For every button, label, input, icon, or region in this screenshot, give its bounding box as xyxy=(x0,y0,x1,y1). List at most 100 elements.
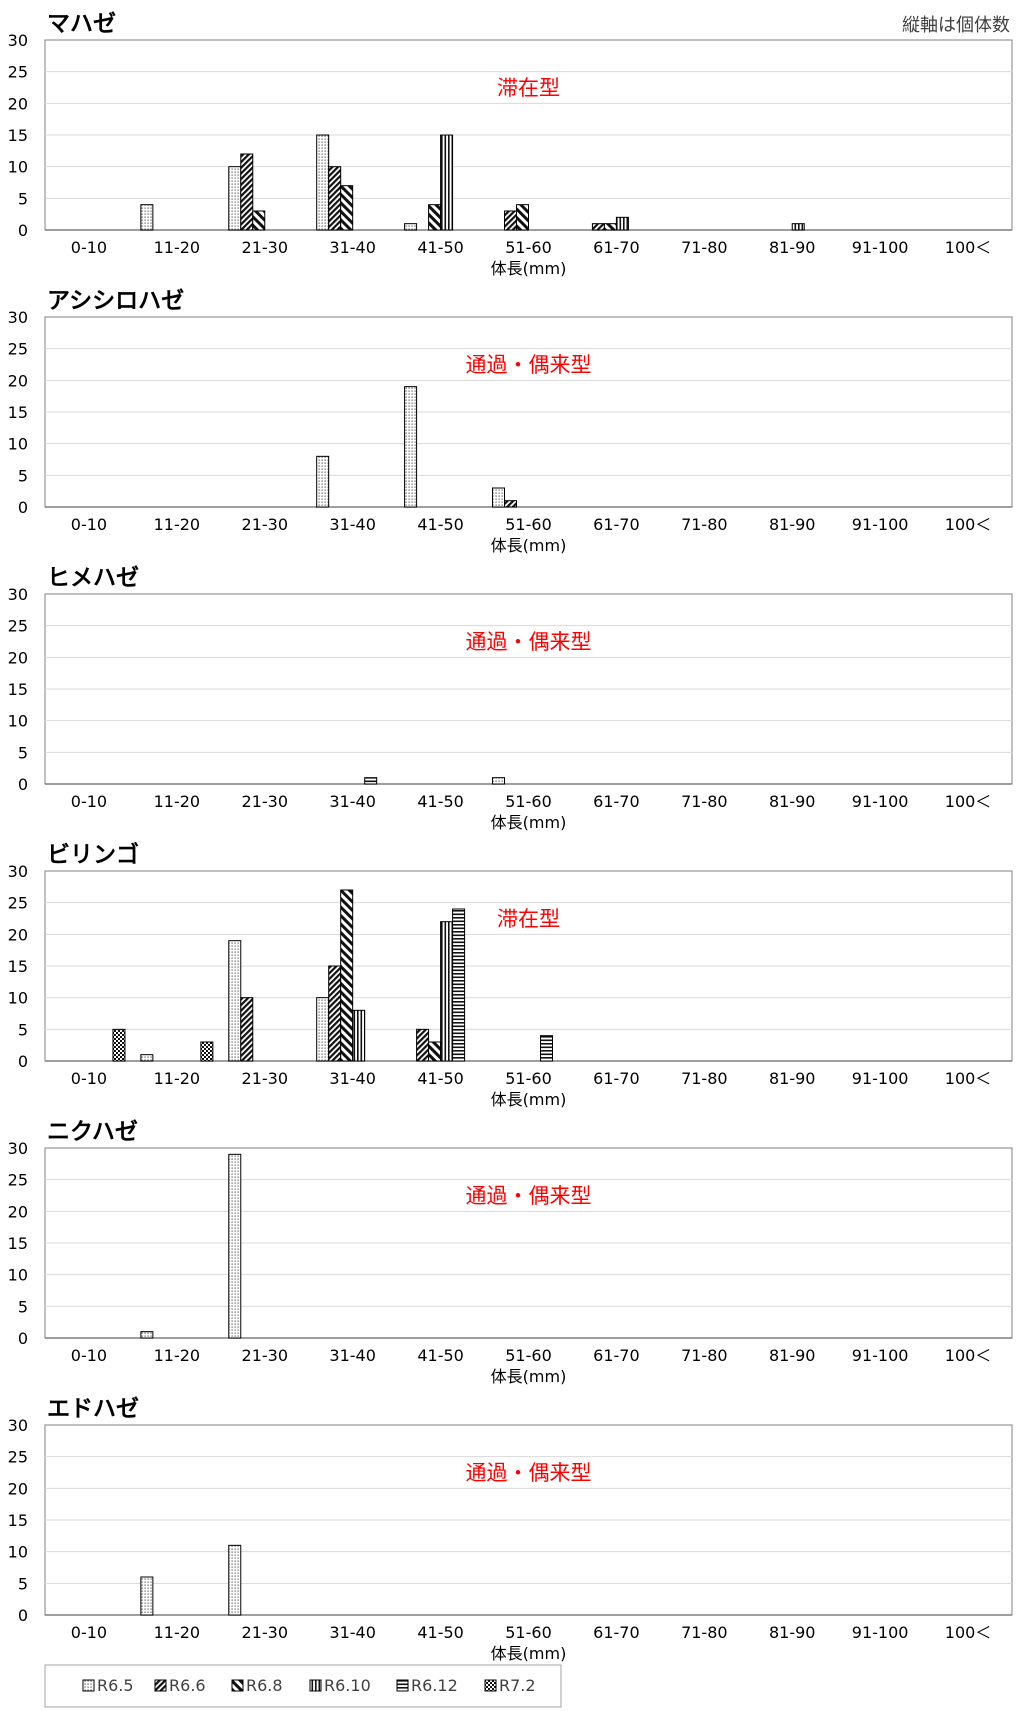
bar xyxy=(404,386,418,508)
y-tick-label: 25 xyxy=(8,63,28,82)
x-tick-label: 71-80 xyxy=(681,515,728,534)
bar xyxy=(140,1576,154,1616)
y-tick-label: 25 xyxy=(8,1448,28,1467)
bar xyxy=(328,965,342,1062)
x-tick-label: 0-10 xyxy=(71,1069,107,1088)
y-tick-label: 5 xyxy=(18,1574,28,1593)
x-tick-label: 41-50 xyxy=(417,792,464,811)
y-tick-label: 0 xyxy=(18,775,28,794)
x-tick-label: 61-70 xyxy=(593,1346,640,1365)
bar xyxy=(364,777,378,785)
y-tick-label: 15 xyxy=(8,957,28,976)
bar xyxy=(228,166,242,231)
x-tick-label: 100＜ xyxy=(945,1623,992,1642)
x-tick-label: 51-60 xyxy=(505,1069,552,1088)
x-tick-label: 91-100 xyxy=(852,1623,909,1642)
y-tick-label: 20 xyxy=(8,925,28,944)
legend-label: R6.8 xyxy=(246,1676,283,1695)
x-tick-label: 71-80 xyxy=(681,1069,728,1088)
legend-label: R6.5 xyxy=(97,1676,134,1695)
bar xyxy=(452,908,466,1062)
x-axis-label: 体長(mm) xyxy=(491,1367,567,1386)
x-tick-label: 41-50 xyxy=(417,1346,464,1365)
chart-title: マハゼ xyxy=(47,11,116,37)
x-tick-label: 61-70 xyxy=(593,1069,640,1088)
legend-box xyxy=(44,1664,562,1708)
x-axis-label: 体長(mm) xyxy=(491,813,567,832)
bar xyxy=(140,204,154,231)
x-tick-label: 11-20 xyxy=(154,1346,201,1365)
bar xyxy=(504,500,517,508)
y-tick-label: 5 xyxy=(18,743,28,762)
x-tick-label: 91-100 xyxy=(852,238,909,257)
x-tick-label: 21-30 xyxy=(242,1346,289,1365)
x-tick-label: 11-20 xyxy=(154,1623,201,1642)
y-tick-label: 0 xyxy=(18,1606,28,1625)
chart-panel: ビリンゴ 0 5 10 15 20 25 30 0-10 11-20 21-30 31-40 41-50… xyxy=(8,841,1013,1109)
bar xyxy=(540,1035,553,1062)
x-tick-label: 81-90 xyxy=(769,1069,816,1088)
bar xyxy=(240,997,254,1062)
y-tick-label: 5 xyxy=(18,466,28,485)
x-tick-label: 71-80 xyxy=(681,1346,728,1365)
bar xyxy=(428,1041,442,1062)
x-tick-label: 41-50 xyxy=(417,1069,464,1088)
bar xyxy=(316,134,330,231)
legend-swatch xyxy=(309,1679,322,1692)
chart-title: ニクハゼ xyxy=(47,1119,138,1145)
y-tick-label: 30 xyxy=(8,862,28,881)
y-tick-label: 10 xyxy=(8,435,28,454)
bar xyxy=(492,777,505,785)
axis-note: 縦軸は個体数 xyxy=(902,15,1010,36)
x-tick-label: 0-10 xyxy=(71,1623,107,1642)
y-tick-label: 25 xyxy=(8,617,28,636)
x-tick-label: 31-40 xyxy=(329,1069,376,1088)
x-tick-label: 31-40 xyxy=(329,792,376,811)
y-tick-label: 20 xyxy=(8,371,28,390)
legend-swatch xyxy=(154,1679,167,1692)
bar xyxy=(228,1544,242,1616)
y-tick-label: 10 xyxy=(8,989,28,1008)
bar xyxy=(228,1153,242,1339)
bar xyxy=(228,940,242,1062)
bar xyxy=(240,153,254,231)
bar xyxy=(791,223,805,231)
x-tick-label: 41-50 xyxy=(417,238,464,257)
x-tick-label: 21-30 xyxy=(242,792,289,811)
bar xyxy=(440,134,454,231)
x-tick-label: 81-90 xyxy=(769,792,816,811)
x-tick-label: 81-90 xyxy=(769,1623,816,1642)
y-tick-label: 0 xyxy=(18,498,28,517)
x-tick-label: 31-40 xyxy=(329,1623,376,1642)
x-tick-label: 51-60 xyxy=(505,1623,552,1642)
bar xyxy=(615,216,629,231)
x-tick-label: 71-80 xyxy=(681,1623,728,1642)
chart-title: アシシロハゼ xyxy=(47,288,184,314)
x-tick-label: 91-100 xyxy=(852,515,909,534)
y-tick-label: 0 xyxy=(18,1329,28,1348)
y-tick-label: 10 xyxy=(8,158,28,177)
y-tick-label: 5 xyxy=(18,1020,28,1039)
x-tick-label: 100＜ xyxy=(945,1346,992,1365)
bar xyxy=(416,1028,430,1062)
bar xyxy=(404,223,418,231)
bar xyxy=(316,455,330,508)
bar xyxy=(591,223,605,231)
y-tick-label: 25 xyxy=(8,894,28,913)
bar xyxy=(328,166,342,231)
bar xyxy=(140,1331,154,1339)
y-tick-label: 20 xyxy=(8,1479,28,1498)
x-tick-label: 21-30 xyxy=(242,1623,289,1642)
chart-panel: ニクハゼ 0 5 10 15 20 25 30 0-10 11-20 21-30 31-40 41-50… xyxy=(8,1119,1013,1386)
x-tick-label: 51-60 xyxy=(505,1346,552,1365)
y-tick-label: 30 xyxy=(8,1139,28,1158)
y-tick-label: 15 xyxy=(8,126,28,145)
bar xyxy=(428,204,442,231)
y-tick-label: 15 xyxy=(8,403,28,422)
x-tick-label: 61-70 xyxy=(593,1623,640,1642)
x-tick-label: 81-90 xyxy=(769,1346,816,1365)
chart-panel: アシシロハゼ 0 5 10 15 20 25 30 0-10 11-20 21-30 31-40 41-… xyxy=(8,288,1013,555)
x-tick-label: 21-30 xyxy=(242,515,289,534)
x-tick-label: 51-60 xyxy=(505,515,552,534)
